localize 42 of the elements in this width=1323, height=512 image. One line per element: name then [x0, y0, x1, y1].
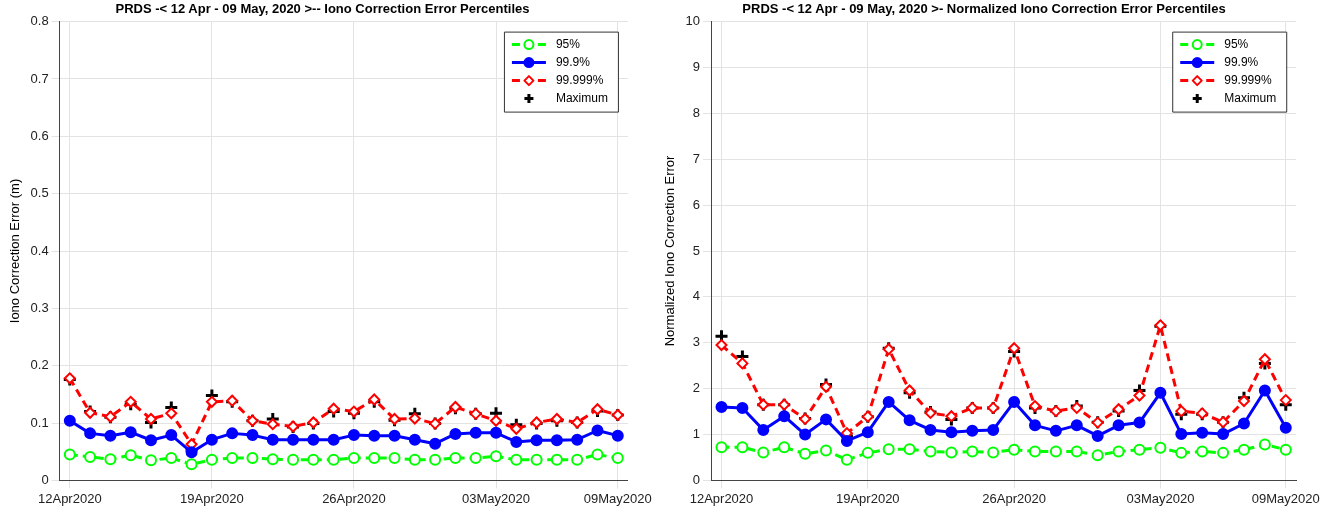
y-tick-label: 4	[692, 288, 701, 304]
x-tick-label: 19Apr2020	[180, 490, 244, 506]
y-tick-label: 6	[692, 196, 701, 212]
y-tick-label: 7	[692, 150, 701, 166]
y-tick-label: 0.1	[30, 414, 49, 430]
legend-label: 95%	[555, 36, 581, 51]
legend-label: Maximum	[555, 90, 608, 105]
x-tick-label: 12Apr2020	[689, 490, 754, 506]
y-tick-label: 0	[41, 471, 49, 487]
y-tick-label: 0.4	[30, 242, 49, 258]
y-tick-label: 8	[692, 104, 701, 120]
legend-label: 99.999%	[555, 72, 604, 87]
y-tick-label: 3	[692, 334, 701, 350]
legend-label: Maximum	[1224, 90, 1277, 105]
x-tick-label: 09May2020	[583, 490, 652, 506]
y-tick-label: 0.5	[30, 185, 49, 201]
y-tick-label: 0.6	[30, 127, 49, 143]
y-tick-label: 0	[692, 471, 701, 487]
y-tick-label: 9	[692, 59, 701, 75]
legend-label: 99.999%	[1224, 72, 1272, 87]
legend-label: 95%	[1224, 36, 1249, 51]
y-tick-label: 10	[685, 13, 701, 29]
legend-label: 99.9%	[1224, 54, 1259, 69]
y-tick-label: 0.7	[30, 70, 49, 86]
y-tick-label: 0.2	[30, 357, 49, 373]
y-tick-label: 0.8	[30, 13, 49, 29]
y-axis-title: Iono Correction Error (m)	[7, 178, 23, 324]
x-tick-label: 26Apr2020	[982, 490, 1046, 506]
y-axis-title: Normalized Iono Correction Error	[662, 154, 678, 347]
x-tick-label: 19Apr2020	[835, 490, 900, 506]
x-tick-label: 03May2020	[462, 490, 530, 506]
x-tick-label: 26Apr2020	[322, 490, 386, 506]
x-tick-label: 12Apr2020	[38, 490, 102, 506]
chart-title: PRDS -< 12 Apr - 09 May, 2020 >-- Iono Correction Error Percentiles	[115, 1, 530, 17]
y-tick-label: 2	[692, 380, 701, 396]
x-tick-label: 09May2020	[1251, 490, 1320, 506]
legend-label: 99.9%	[555, 54, 591, 69]
y-tick-label: 0.3	[30, 299, 49, 315]
x-tick-label: 03May2020	[1126, 490, 1195, 506]
y-tick-label: 5	[692, 242, 701, 258]
y-tick-label: 1	[692, 426, 701, 442]
chart-title: PRDS -< 12 Apr - 09 May, 2020 >- Normalized Iono Correction Error Percentiles	[742, 1, 1226, 17]
